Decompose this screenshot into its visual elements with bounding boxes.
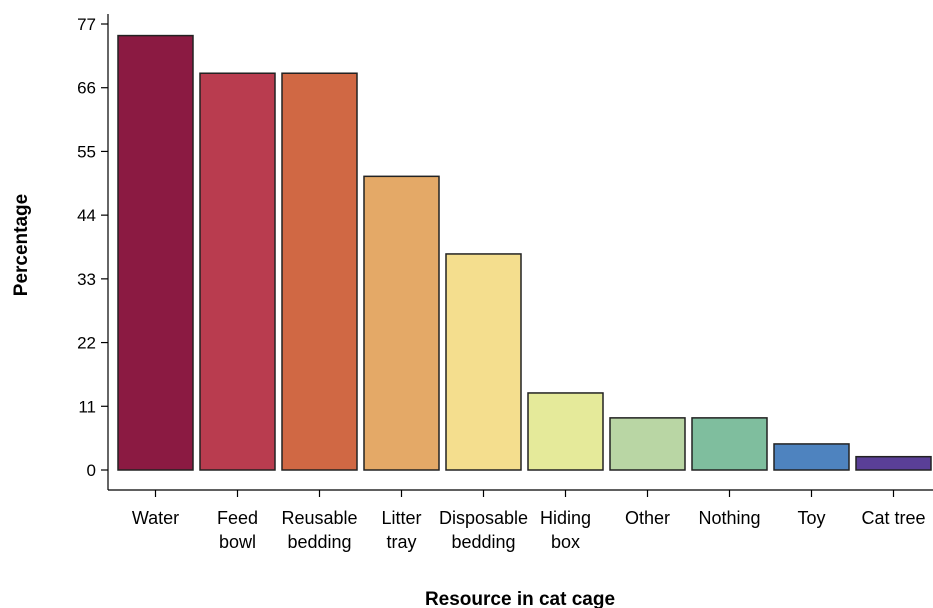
x-tick-label: Water — [132, 508, 179, 528]
x-axis-tick-labels: Water Feed bowl Reusable bedding Litter tray Di… — [132, 490, 926, 552]
y-tick-label: 66 — [77, 79, 96, 98]
bar — [363, 175, 440, 471]
y-tick-label: 77 — [77, 15, 96, 34]
x-tick-label: Cat tree — [861, 508, 925, 528]
bar — [445, 253, 522, 471]
bar — [855, 455, 932, 471]
y-axis-title: Percentage — [11, 194, 32, 296]
x-axis-title: Resource in cat cage — [425, 589, 615, 608]
y-tick-label: 33 — [77, 270, 96, 289]
x-tick-label: Hiding box — [540, 508, 591, 552]
bar — [527, 392, 604, 471]
y-tick-label: 11 — [78, 397, 96, 416]
bar — [609, 417, 686, 471]
y-tick-label: 0 — [87, 461, 96, 480]
bar — [199, 72, 276, 471]
y-tick-label: 44 — [77, 206, 96, 225]
bar — [773, 443, 850, 471]
x-tick-label: Disposable bedding — [439, 508, 528, 552]
x-tick-label: Toy — [797, 508, 825, 528]
y-axis-ticks: 0 11 22 33 44 55 66 77 — [77, 15, 108, 480]
y-tick-label: 22 — [77, 334, 96, 353]
bars — [117, 34, 932, 471]
x-tick-label: Nothing — [698, 508, 760, 528]
bar — [691, 417, 768, 471]
x-tick-label: Reusable bedding — [281, 508, 357, 552]
x-tick-label: Feed bowl — [217, 508, 258, 552]
bar — [281, 72, 358, 471]
bar — [117, 34, 194, 471]
y-tick-label: 55 — [77, 142, 96, 161]
x-tick-label: Litter tray — [381, 508, 421, 552]
x-tick-label: Other — [625, 508, 670, 528]
